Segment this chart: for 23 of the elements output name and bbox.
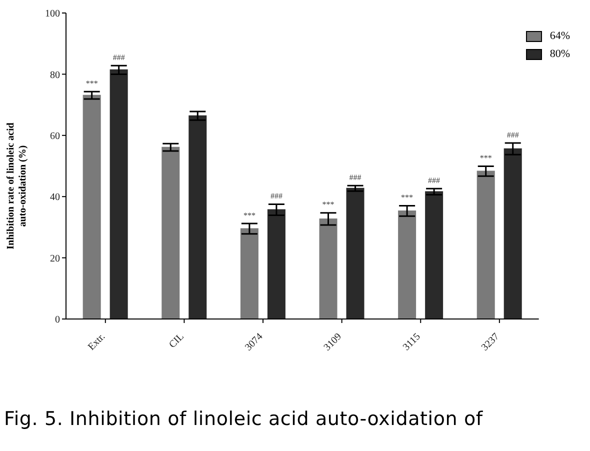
y-tick-label: 40 (50, 192, 60, 204)
data-label: ### (428, 176, 440, 186)
data-label: *** (86, 79, 98, 88)
data-label: *** (480, 154, 492, 163)
x-tick-label: Extr. (86, 331, 108, 353)
data-label: ### (270, 192, 282, 201)
data-label: ### (112, 53, 125, 62)
y-tick-label: 60 (50, 130, 60, 142)
data-label: ### (506, 130, 519, 140)
y-axis-title: Inhibition rate of linoleic acid auto-oxidation (%) (5, 122, 29, 250)
y-tick-label: 20 (50, 253, 60, 264)
data-label: ### (349, 173, 362, 182)
y-tick-label: 100 (45, 8, 60, 20)
x-tick-label: 3109 (322, 331, 344, 354)
legend-label: 64% (550, 30, 570, 42)
legend-label: 80% (550, 48, 570, 60)
caption: Fig. 5. Inhibition of linoleic acid auto-oxidation of (3, 407, 484, 430)
data-label: *** (401, 193, 414, 202)
data-label: *** (243, 210, 256, 220)
y-tick-label: 0 (55, 314, 60, 326)
x-tick-label: CIL (167, 331, 186, 351)
data-label: *** (322, 200, 334, 210)
y-tick-label: 80 (50, 70, 60, 81)
